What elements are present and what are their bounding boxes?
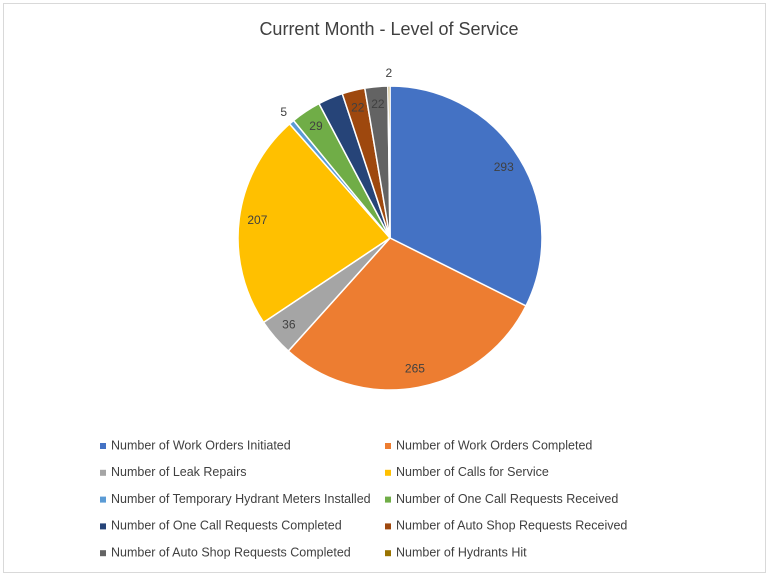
- data-label: 5: [280, 105, 287, 119]
- data-label: 22: [351, 100, 365, 114]
- data-label: 265: [405, 362, 425, 376]
- legend-swatch: [100, 443, 106, 449]
- legend-swatch: [385, 496, 391, 503]
- legend-swatch: [100, 550, 106, 557]
- data-label: 207: [247, 213, 267, 227]
- legend-label: Number of Work Orders Completed: [396, 438, 592, 452]
- legend-swatch: [100, 496, 106, 503]
- legend-swatch: [100, 469, 106, 476]
- legend-label: Number of Temporary Hydrant Meters Insta…: [111, 492, 371, 506]
- legend-swatch: [385, 523, 391, 530]
- legend-label: Number of Hydrants Hit: [396, 545, 527, 559]
- data-label: 2: [386, 66, 393, 80]
- pie-slice: [237, 122, 392, 324]
- chart-title: Current Month - Level of Service: [259, 19, 518, 39]
- pie-slice: [387, 85, 391, 239]
- data-label: 36: [282, 318, 296, 332]
- legend-label: Number of Work Orders Initiated: [111, 438, 291, 452]
- legend-label: Number of One Call Requests Completed: [111, 519, 342, 533]
- legend-label: Number of One Call Requests Received: [396, 492, 618, 506]
- data-label: 29: [309, 119, 323, 133]
- legend-label: Number of Leak Repairs: [111, 465, 246, 479]
- legend-label: Number of Auto Shop Requests Received: [396, 519, 627, 533]
- pie-slice: [287, 237, 527, 391]
- legend-swatch: [385, 550, 391, 557]
- legend-swatch: [385, 469, 391, 476]
- legend-label: Number of Auto Shop Requests Completed: [111, 545, 351, 559]
- data-label: 293: [494, 160, 514, 174]
- legend-label: Number of Calls for Service: [396, 465, 549, 479]
- pie-slice: [389, 85, 543, 307]
- data-label: 22: [371, 97, 385, 111]
- legend-swatch: [100, 523, 106, 530]
- legend-swatch: [385, 443, 391, 449]
